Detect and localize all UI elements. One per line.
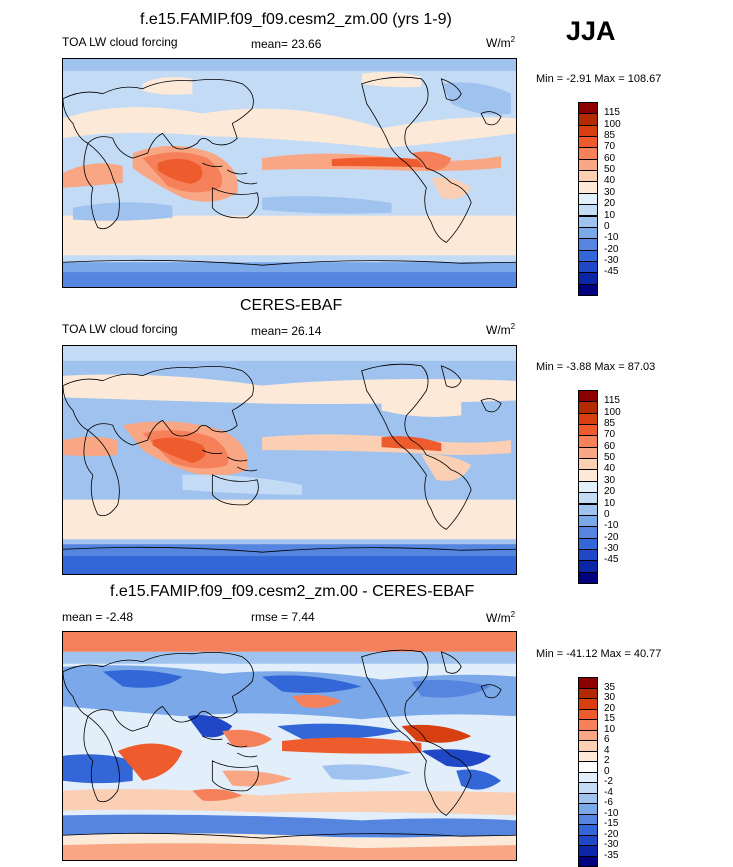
colorbar-tick-label: -30 [604, 544, 618, 554]
colorbar-swatch [578, 284, 598, 296]
colorbar-tick-label: 35 [604, 683, 615, 693]
colorbar-tick-label: 30 [604, 693, 615, 703]
panel2-observation-map [62, 345, 517, 575]
colorbar-tick-label: -4 [604, 788, 613, 798]
panel1-title: f.e15.FAMIP.f09_f09.cesm2_zm.00 (yrs 1-9… [140, 11, 452, 29]
colorbar-swatch [578, 572, 598, 584]
colorbar-tick-label: -10 [604, 521, 618, 531]
colorbar-tick-label: 10 [604, 211, 615, 221]
panel2-title: CERES-EBAF [240, 297, 342, 315]
colorbar-tick-label: 85 [604, 419, 615, 429]
colorbar-tick-label: -45 [604, 555, 618, 565]
colorbar-tick-label: -10 [604, 233, 618, 243]
panel1-variable-label: TOA LW cloud forcing [62, 35, 178, 49]
season-label: JJA [566, 16, 616, 47]
colorbar-tick-label: -20 [604, 245, 618, 255]
colorbar-tick-label: 4 [604, 746, 610, 756]
colorbar-tick-label: -10 [604, 809, 618, 819]
colorbar-tick-label: 60 [604, 154, 615, 164]
colorbar-swatch [578, 856, 598, 867]
colorbar-tick-label: -30 [604, 256, 618, 266]
colorbar-tick-label: 40 [604, 464, 615, 474]
colorbar-tick-label: 50 [604, 453, 615, 463]
colorbar-tick-label: -6 [604, 798, 613, 808]
colorbar-tick-label: -45 [604, 267, 618, 277]
colorbar-tick-label: 20 [604, 199, 615, 209]
colorbar-tick-label: 100 [604, 120, 621, 130]
colorbar-tick-label: -35 [604, 851, 618, 861]
colorbar-tick-label: -30 [604, 840, 618, 850]
panel1-units: W/m2 [486, 35, 515, 50]
colorbar-tick-label: -20 [604, 533, 618, 543]
panel3-rmse-label: rmse = 7.44 [251, 610, 315, 624]
colorbar-tick-label: 70 [604, 142, 615, 152]
colorbar-tick-label: 70 [604, 430, 615, 440]
panel2-mean-label: mean= 26.14 [251, 324, 321, 338]
colorbar-tick-label: 10 [604, 499, 615, 509]
panel3-mean-label: mean = -2.48 [62, 610, 133, 624]
colorbar-tick-label: 30 [604, 188, 615, 198]
panel2-variable-label: TOA LW cloud forcing [62, 322, 178, 336]
panel1-mean-label: mean= 23.66 [251, 37, 321, 51]
colorbar-tick-label: 6 [604, 735, 610, 745]
colorbar-tick-label: 50 [604, 165, 615, 175]
panel2-minmax: Min = -3.88 Max = 87.03 [536, 361, 655, 373]
colorbar-tick-label: 2 [604, 756, 610, 766]
colorbar-tick-label: 10 [604, 725, 615, 735]
colorbar-tick-label: -20 [604, 830, 618, 840]
colorbar-tick-label: 115 [604, 396, 620, 406]
colorbar-tick-label: 60 [604, 442, 615, 452]
colorbar-tick-label: 100 [604, 408, 621, 418]
colorbar-tick-label: -2 [604, 777, 613, 787]
panel1-minmax: Min = -2.91 Max = 108.67 [536, 73, 661, 85]
colorbar-tick-label: 15 [604, 714, 615, 724]
panel2-units: W/m2 [486, 322, 515, 337]
colorbar-tick-label: 115 [604, 108, 620, 118]
panel3-minmax: Min = -41.12 Max = 40.77 [536, 648, 661, 660]
colorbar-tick-label: 20 [604, 487, 615, 497]
colorbar-tick-label: 30 [604, 476, 615, 486]
colorbar-tick-label: 0 [604, 222, 610, 232]
panel3-units: W/m2 [486, 610, 515, 625]
colorbar-tick-label: -15 [604, 819, 618, 829]
colorbar-tick-label: 85 [604, 131, 615, 141]
colorbar-tick-label: 0 [604, 510, 610, 520]
colorbar-tick-label: 40 [604, 176, 615, 186]
panel3-title: f.e15.FAMIP.f09_f09.cesm2_zm.00 - CERES-… [110, 583, 474, 601]
panel3-difference-map [62, 631, 517, 861]
colorbar-tick-label: 20 [604, 704, 615, 714]
panel1-model-map [62, 58, 517, 288]
colorbar-tick-label: 0 [604, 767, 610, 777]
